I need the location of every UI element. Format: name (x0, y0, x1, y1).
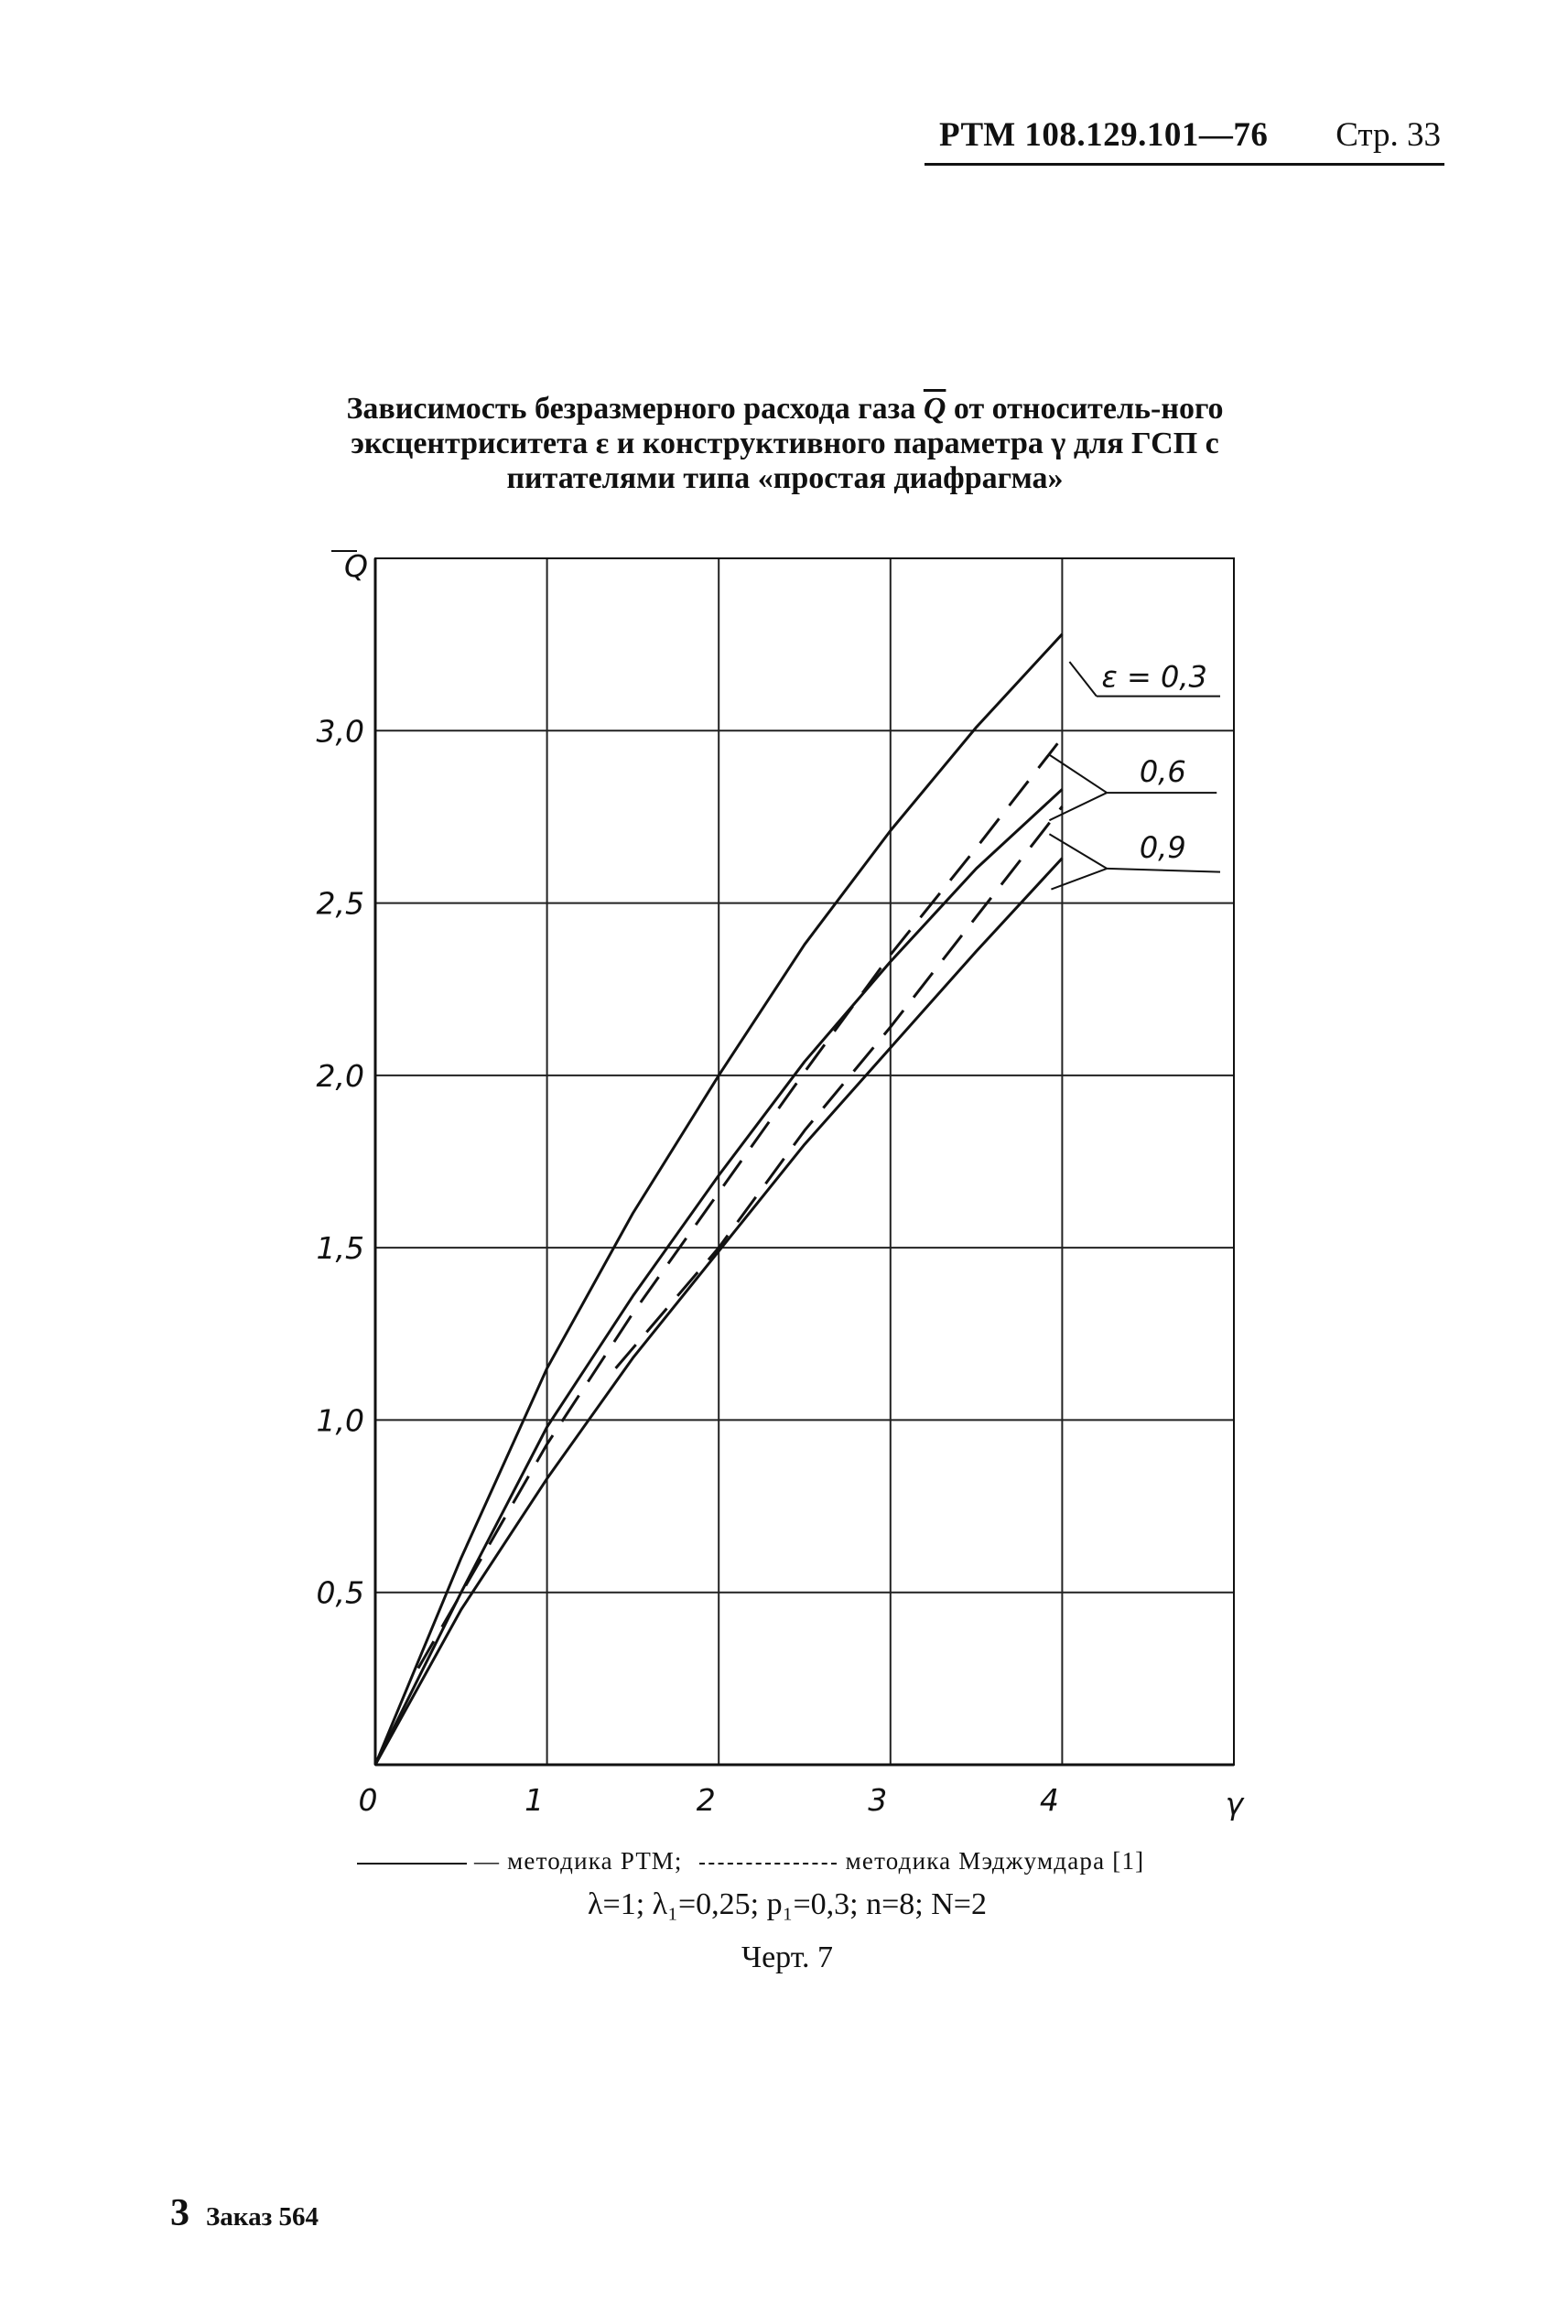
chart-tick-labels: 0,5 1,0 1,5 2,0 2,5 3,0 0 1 2 3 4 (317, 713, 1059, 1818)
curve-label-eps-09: 0,9 (1140, 830, 1186, 865)
series-solid-line (373, 857, 1064, 1766)
page-number: Стр. 33 (1336, 116, 1441, 154)
chart-curve-labels: ε = 0,3 0,6 0,9 (1048, 660, 1221, 891)
x-tick-label: 1 (524, 1782, 544, 1818)
x-tick-label: 0 (359, 1782, 378, 1818)
order-number: Заказ 564 (206, 2202, 319, 2232)
parameters-line: λ=1; λ₁=0,25; p₁=0,3; n=8; N=2 (588, 1887, 987, 1921)
chart-series (373, 632, 1064, 1766)
legend: — методика РТМ; методика Мэджумдара [1] (357, 1847, 1281, 1875)
page-footer: 3 Заказ 564 (170, 2191, 319, 2235)
y-tick-label: 0,5 (317, 1575, 364, 1611)
chart-grid (375, 558, 1234, 1765)
leader-line (1107, 867, 1221, 873)
leader-line (1048, 792, 1108, 822)
y-tick-label: 1,5 (317, 1230, 364, 1266)
document-code: РТМ 108.129.101—76 (939, 116, 1269, 154)
page-header: РТМ 108.129.101—76 Стр. 33 (925, 108, 1444, 166)
y-tick-label: 2,5 (317, 886, 364, 922)
curve-label-eps-03: ε = 0,3 (1102, 660, 1207, 695)
leader-line (1048, 833, 1108, 870)
series-solid-line (373, 632, 1064, 1766)
title-part-2: от относитель-ного эксцентриситета ε и к… (351, 392, 1224, 495)
x-tick-label: 3 (868, 1782, 887, 1818)
legend-majumdar-label: методика Мэджумдара [1] (845, 1847, 1145, 1875)
y-tick-label: 2,0 (317, 1058, 364, 1094)
y-tick-label: 3,0 (317, 713, 364, 749)
y-tick-label: 1,0 (317, 1402, 364, 1438)
series-dashed-line (614, 805, 1064, 1369)
title-part-1: Зависимость безразмерного расхода газа (346, 392, 924, 426)
plot-frame (374, 557, 1235, 1766)
figure-caption: Черт. 7 (741, 1940, 834, 1974)
sheet-number: 3 (170, 2192, 189, 2234)
leader-line (1051, 867, 1108, 891)
y-axis-label: Q (344, 548, 368, 584)
chart-title: Зависимость безразмерного расхода газа Q… (302, 392, 1268, 496)
curve-label-eps-06: 0,6 (1140, 754, 1186, 789)
x-axis-label: γ (1226, 1786, 1245, 1821)
legend-dashed-line (698, 1862, 837, 1865)
leader-line (1068, 661, 1098, 697)
legend-solid-line (357, 1862, 467, 1865)
series-dashed-line (416, 736, 1064, 1670)
leader-line (1048, 753, 1108, 794)
series-solid-line (373, 788, 1064, 1766)
legend-rtm-label: — методика РТМ; (474, 1847, 683, 1875)
x-tick-label: 2 (697, 1782, 716, 1818)
title-q-symbol: Q (923, 392, 946, 426)
x-tick-label: 4 (1040, 1782, 1059, 1818)
chart-axes (331, 550, 1235, 1767)
